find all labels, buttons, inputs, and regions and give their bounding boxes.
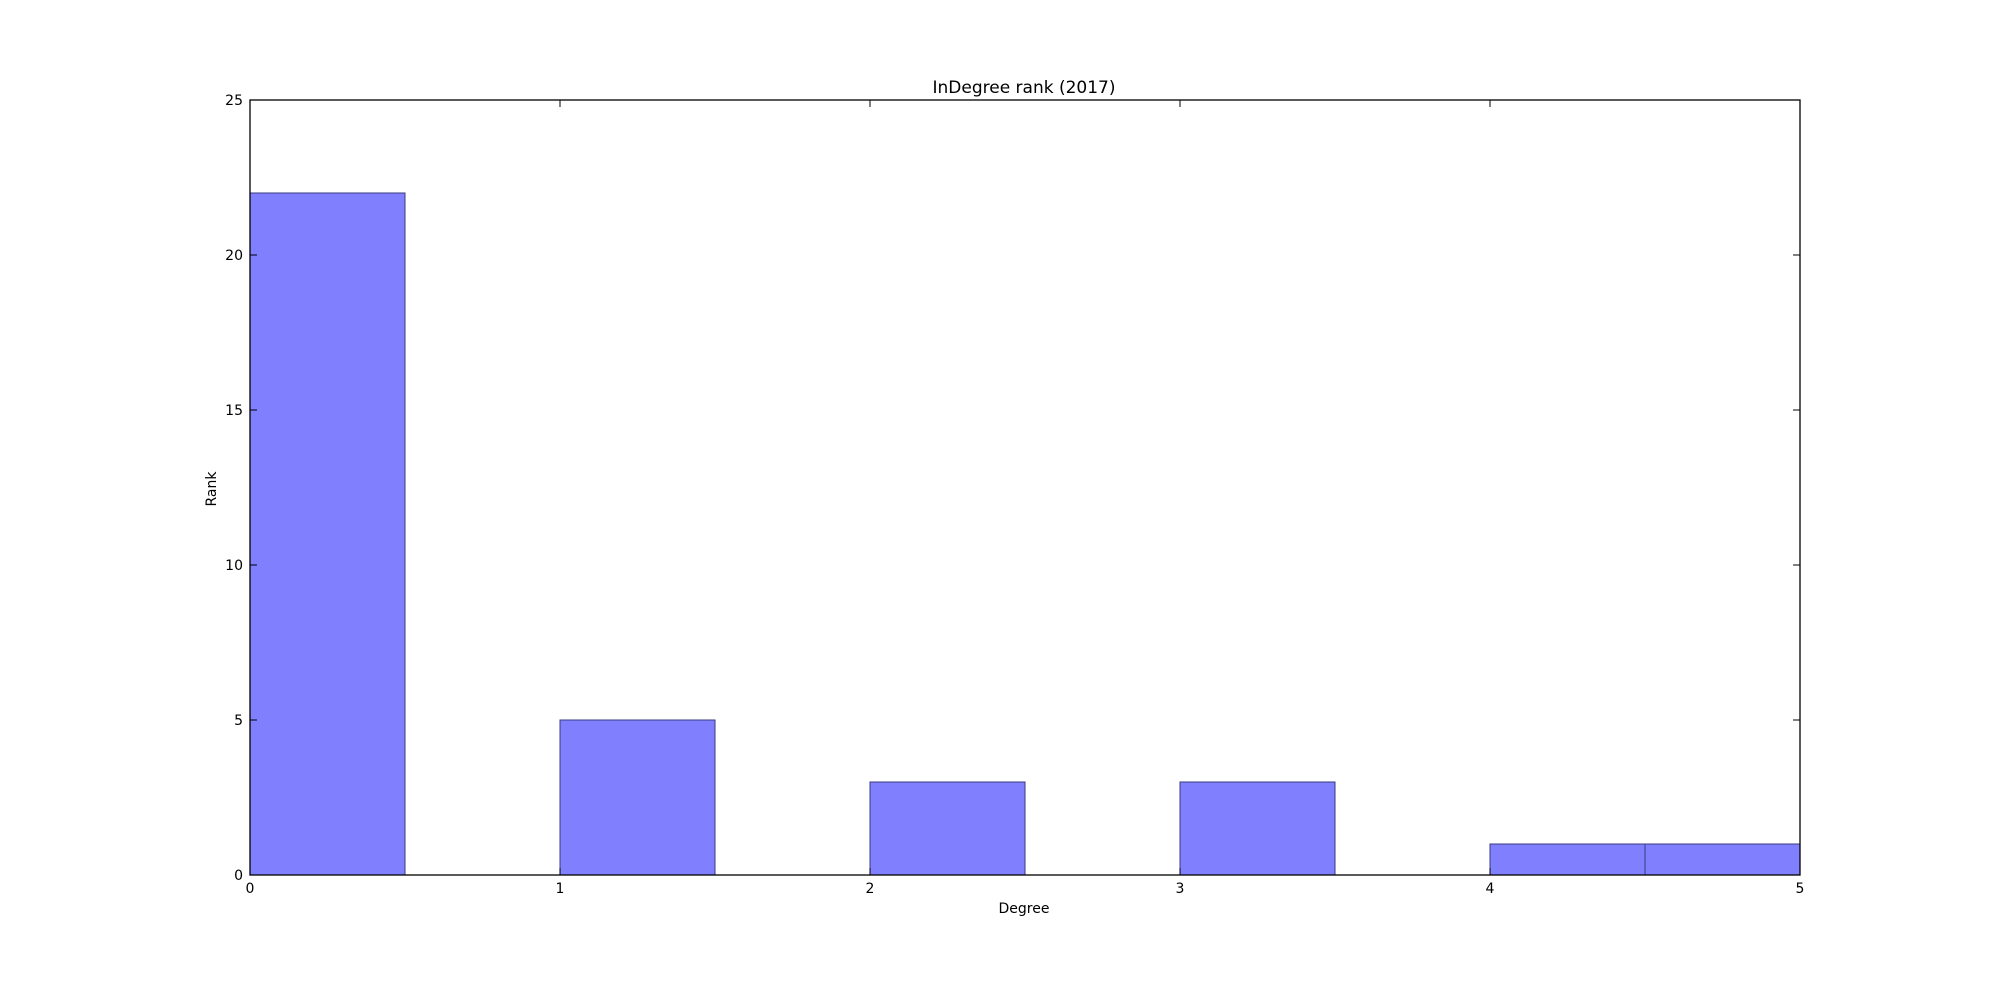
- x-tick-label-5: 5: [1796, 881, 1805, 897]
- y-tick-label-2: 10: [225, 558, 243, 574]
- x-tick-label-0: 0: [246, 881, 255, 897]
- y-tick-label-5: 25: [225, 93, 243, 109]
- x-tick-label-1: 1: [556, 881, 565, 897]
- ticks-layer: [249, 99, 1801, 876]
- bars-layer: [249, 192, 1801, 876]
- histogram-bar-2: [869, 781, 1026, 876]
- histogram-bar-1: [559, 719, 716, 876]
- histogram-bar-4: [1489, 843, 1646, 876]
- tick-labels-layer: 0 1 2 3 4 5 0 5 10 15 20 25: [225, 93, 1804, 897]
- histogram-bar-3: [1179, 781, 1336, 876]
- y-tick-label-3: 15: [225, 403, 243, 419]
- chart-title: InDegree rank (2017): [932, 78, 1115, 98]
- y-axis-label: Rank: [204, 471, 220, 507]
- x-tick-label-4: 4: [1486, 881, 1495, 897]
- x-axis-label: Degree: [999, 901, 1050, 917]
- x-tick-label-3: 3: [1176, 881, 1185, 897]
- histogram-bar-0: [249, 192, 406, 876]
- plot-frame: [249, 99, 1801, 876]
- y-tick-label-0: 0: [234, 868, 243, 884]
- y-tick-label-4: 20: [225, 248, 243, 264]
- y-tick-label-1: 5: [234, 713, 243, 729]
- histogram-bar-5: [1644, 843, 1801, 876]
- x-tick-label-2: 2: [866, 881, 875, 897]
